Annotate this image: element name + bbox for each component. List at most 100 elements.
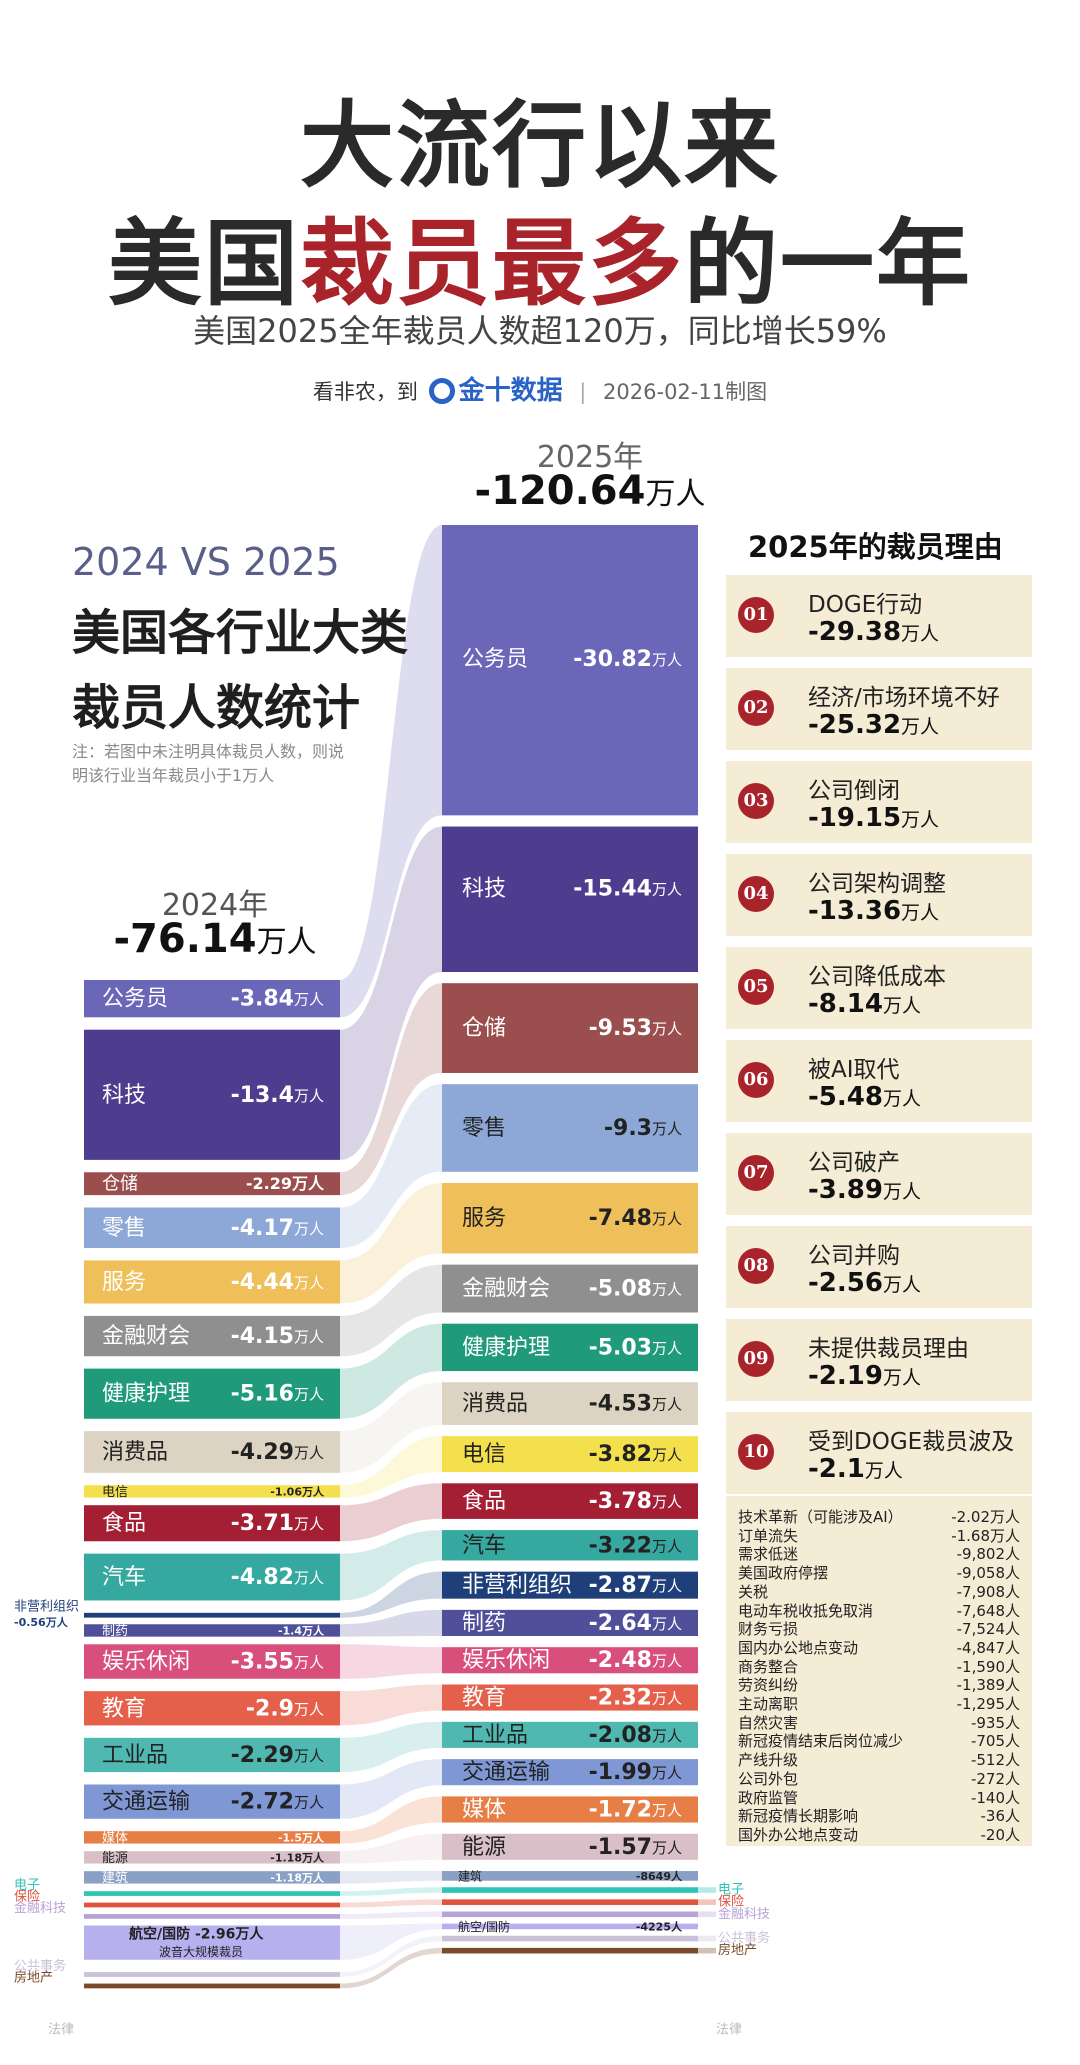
label-2024-unit: 万人 [294, 1653, 324, 1671]
label-2024-name: 航空/国防 -2.96万人 [129, 1926, 264, 1943]
reason-value: -29.38万人 [808, 617, 940, 647]
bar-2024-健康护理 [84, 1368, 340, 1419]
flow-金融科技 [340, 1911, 442, 1919]
other-reason-value: -7,908人 [956, 1582, 1020, 1601]
reason-label: 公司破产 [808, 1150, 900, 1176]
reason-card: 04 公司架构调整 -13.36万人 [726, 854, 1032, 936]
title-highlight: 裁员最多 [299, 209, 684, 319]
bar-2025-仓储 [442, 983, 698, 1073]
bar-2024-保险 [84, 1902, 340, 1908]
other-reason-value: -705人 [970, 1732, 1020, 1751]
flow-消费品 [340, 1382, 442, 1473]
flow-tail-公共事务 [698, 1935, 716, 1942]
flow-娱乐休闲 [340, 1644, 442, 1679]
label-2025-unit: 万人 [652, 1764, 682, 1782]
label-2024-name: 交通运输 [102, 1790, 190, 1815]
label-2025-unit: 万人 [652, 1280, 682, 1298]
label-2025-name: 科技 [462, 876, 506, 901]
other-reason-label: 自然灾害 [738, 1713, 799, 1732]
label-2025-name: 建筑 [458, 1868, 482, 1883]
flow-保险 [340, 1899, 442, 1908]
label-2025-outside: 电子 [718, 1883, 744, 1898]
other-reason-label: 电动车税收抵免取消 [738, 1601, 874, 1620]
label-2025-value: -30.82万人 [573, 647, 682, 672]
label-2025-unit: 万人 [652, 1614, 682, 1632]
other-reason-row: 订单流失 -1.68万人 [738, 1525, 1020, 1546]
label-2024-name: 公共事务 [14, 1958, 66, 1974]
y25-unit: 万人 [645, 477, 706, 512]
label-2025-name: 电信 [462, 1442, 506, 1467]
label-2024-name: 消费品 [102, 1440, 168, 1465]
year-2025-total: -120.64万人 [440, 468, 740, 514]
label-2025-value: -15.44万人 [573, 876, 682, 901]
reason-unit: 万人 [882, 1367, 921, 1389]
label-2024-unit: 万人 [294, 1328, 324, 1346]
other-reason-row: 商务整合 -1,590人 [738, 1656, 1020, 1677]
label-2025-unit: 万人 [652, 1210, 682, 1228]
y24-num: -76.14 [113, 916, 257, 962]
other-reason-value: -1,590人 [956, 1657, 1020, 1676]
label-2024-name: 教育 [102, 1696, 146, 1721]
label-2024-unit: 万人 [294, 990, 324, 1008]
label-2024-value: -0.56万人 [14, 1615, 69, 1629]
label-2025-unit: 万人 [652, 1577, 682, 1595]
y25-num: -120.64 [474, 468, 646, 514]
reason-unit: 万人 [901, 716, 940, 738]
bar-2024-电信 [84, 1485, 340, 1498]
bar-2025-公共事务 [442, 1935, 698, 1942]
label-2024-name: 健康护理 [102, 1382, 190, 1407]
label-2025-unit: 万人 [652, 651, 682, 669]
flow-服务 [340, 1182, 442, 1304]
other-reason-value: -1.68万人 [951, 1526, 1020, 1545]
bar-2025-建筑 [442, 1871, 698, 1881]
bar-2025-健康护理 [442, 1323, 698, 1372]
bar-2024-金融财会 [84, 1315, 340, 1357]
other-reason-value: -512人 [970, 1751, 1020, 1770]
label-2024-value: -3.84万人 [231, 987, 324, 1012]
other-reason-value: -1,295人 [956, 1695, 1020, 1713]
credit-date: 2026-02-11制图 [603, 380, 768, 404]
label-2024-value: -1.06万人 [270, 1484, 325, 1498]
other-reason-row: 财务亏损 -7,524人 [738, 1618, 1020, 1639]
flow-科技 [340, 826, 442, 1160]
label-2025-name: 教育 [462, 1686, 506, 1711]
bar-2025-制药 [442, 1609, 698, 1636]
year-2024-label: 2024年 [161, 888, 269, 923]
label-2025-unit: 万人 [652, 1493, 682, 1511]
brand-logo-icon [428, 378, 455, 404]
label-2025-name: 健康护理 [462, 1335, 550, 1360]
label-2024-name: 制药 [102, 1624, 128, 1639]
bar-2024-教育 [84, 1691, 340, 1726]
flow-tail-保险 [698, 1899, 716, 1905]
label-2025-value: -3.82万人 [589, 1442, 682, 1467]
other-reason-label: 技术革新（可能涉及AI） [738, 1508, 903, 1526]
reason-number: 03 [738, 783, 774, 819]
other-reason-label: 新冠疫情结束后岗位减少 [738, 1732, 904, 1751]
reason-label: 公司倒闭 [808, 778, 900, 804]
other-reason-label: 主动离职 [738, 1695, 799, 1713]
label-2025-name: 公务员 [462, 647, 528, 672]
label-2025-value: -5.03万人 [589, 1335, 682, 1360]
reason-number: 08 [738, 1248, 774, 1284]
other-reason-value: -36人 [980, 1807, 1021, 1826]
reason-number: 05 [738, 969, 774, 1005]
label-2024-unit: 万人 [294, 1219, 324, 1237]
other-reason-row: 劳资纠纷 -1,389人 [738, 1674, 1020, 1695]
bar-2025-零售 [442, 1084, 698, 1172]
bar-2025-房地产 [442, 1947, 698, 1954]
bar-2024-公务员 [84, 980, 340, 1018]
other-reason-label: 需求低迷 [738, 1545, 799, 1564]
label-2025-value: -2.64万人 [589, 1611, 682, 1636]
label-2025-value: -8649人 [636, 1869, 683, 1883]
label-2024-value: -4.82万人 [231, 1565, 324, 1590]
label-2024-name: 科技 [102, 1083, 146, 1108]
bar-2024-媒体 [84, 1831, 340, 1844]
label-2025-unit: 万人 [652, 1395, 682, 1413]
other-reason-label: 美国政府停摆 [738, 1564, 829, 1583]
label-2025-unit: 万人 [652, 1446, 682, 1464]
flow-工业品 [340, 1721, 442, 1773]
reason-card: 05 公司降低成本 -8.14万人 [726, 947, 1032, 1029]
brand-name: 金十数据 [458, 376, 563, 406]
label-2024-value: -1.18万人 [270, 1850, 325, 1864]
reason-label: 公司降低成本 [808, 964, 946, 990]
